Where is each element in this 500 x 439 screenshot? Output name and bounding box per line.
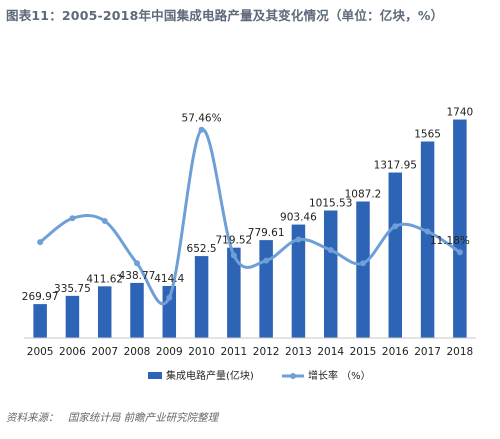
x-tick-2005: 2005 (27, 346, 54, 358)
bar-label-2013: 903.46 (280, 212, 317, 224)
growth-point-2006 (69, 215, 76, 222)
growth-point-2012 (263, 257, 270, 264)
legend-line-marker (290, 373, 296, 379)
x-tick-2011: 2011 (220, 346, 247, 358)
bar-label-2010: 652.5 (187, 243, 217, 255)
bar-label-2015: 1087.2 (345, 188, 382, 200)
growth-point-2008 (134, 260, 140, 267)
growth-label-2010: 57.46% (182, 113, 222, 125)
x-tick-2017: 2017 (414, 346, 441, 358)
x-tick-2008: 2008 (124, 346, 151, 358)
legend-line-label: 增长率 （%） (308, 369, 371, 382)
growth-line-series: 57.46% 11.18% (37, 113, 470, 306)
bar-2016 (388, 172, 403, 338)
x-tick-2012: 2012 (253, 346, 280, 358)
legend-bar-swatch (148, 372, 162, 379)
source-label: 资料来源： (6, 412, 59, 424)
growth-point-2005 (37, 239, 44, 246)
bar-2005 (33, 304, 47, 338)
bar-2010 (194, 256, 209, 338)
chart-title: 图表11：2005-2018年中国集成电路产量及其变化情况（单位：亿块，%） (6, 8, 444, 23)
growth-label-2018: 11.18% (430, 235, 470, 247)
x-axis: 2005 2006 2007 2008 2009 2010 2011 2012 2013 2014… (24, 337, 476, 358)
growth-point-2009 (166, 294, 173, 301)
bar-label-2008: 438.77 (119, 270, 156, 282)
bar-label-2009: 414.4 (154, 273, 184, 285)
bar-2018 (453, 119, 467, 339)
x-tick-2007: 2007 (91, 346, 118, 358)
bar-label-2014: 1015.53 (309, 197, 352, 209)
bar-label-2007: 411.62 (86, 273, 123, 285)
bar-series (33, 119, 467, 339)
x-tick-2006: 2006 (59, 346, 86, 358)
growth-point-2015 (360, 260, 366, 267)
source-orgs: 国家统计局 前瞻产业研究院整理 (67, 412, 219, 424)
bar-2009 (162, 285, 177, 338)
bar-label-2011: 719.52 (215, 235, 252, 247)
x-tick-2018: 2018 (446, 346, 473, 358)
bar-2014 (323, 210, 338, 338)
bar-2012 (259, 240, 273, 338)
bar-label-2005: 269.97 (22, 291, 59, 303)
x-tick-2013: 2013 (285, 346, 312, 358)
bar-2007 (97, 286, 112, 338)
bar-label-2018: 1740 (446, 107, 473, 119)
x-tick-2014: 2014 (317, 346, 344, 358)
bar-label-2012: 779.61 (248, 227, 285, 239)
bar-label-2016: 1317.95 (374, 160, 417, 172)
bar-2017 (420, 141, 435, 338)
growth-point-2010 (198, 126, 205, 133)
growth-point-2017 (424, 228, 431, 235)
growth-point-2013 (295, 236, 302, 243)
bar-2008 (130, 282, 144, 338)
growth-point-2018 (456, 249, 463, 256)
bar-label-2017: 1565 (414, 129, 441, 141)
bar-label-2006: 335.75 (54, 283, 91, 295)
legend: 集成电路产量(亿块) 增长率 （%） (148, 369, 371, 382)
x-tick-2010: 2010 (188, 346, 215, 358)
bar-2011 (227, 247, 241, 338)
bar-2006 (65, 295, 80, 338)
x-tick-2015: 2015 (350, 346, 377, 358)
growth-point-2011 (230, 252, 237, 259)
source-note: 资料来源： 国家统计局 前瞻产业研究院整理 (6, 410, 224, 425)
bar-2015 (356, 201, 370, 338)
x-tick-2009: 2009 (156, 346, 183, 358)
growth-point-2007 (101, 217, 108, 224)
legend-bar-label: 集成电路产量(亿块) (166, 369, 254, 382)
bar-2013 (291, 224, 306, 338)
growth-point-2014 (327, 247, 334, 254)
growth-line (38, 128, 462, 306)
x-tick-2016: 2016 (382, 346, 409, 358)
growth-point-2016 (392, 223, 399, 230)
